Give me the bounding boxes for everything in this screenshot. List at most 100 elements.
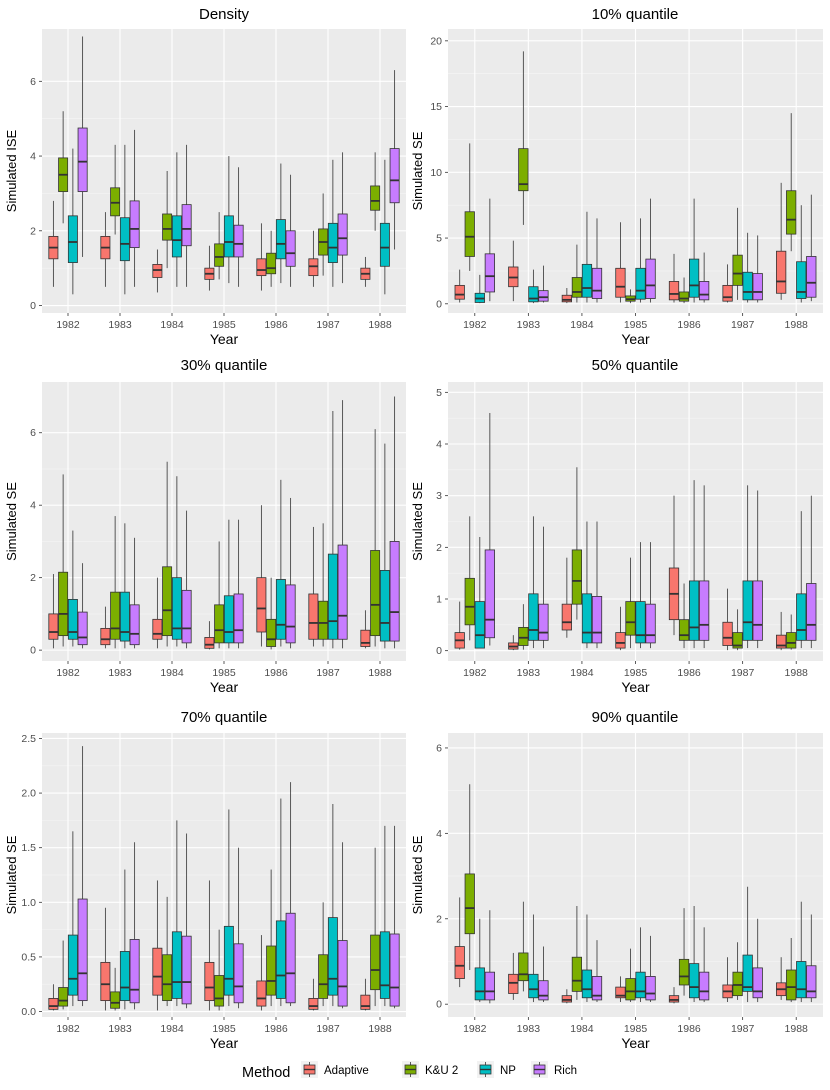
box-rich	[129, 200, 140, 249]
y-tick-label: 0	[436, 645, 442, 657]
box-k-u-2	[518, 627, 529, 646]
y-axis-label: Simulated SE	[4, 835, 19, 914]
box-k-u-2	[266, 252, 277, 275]
box-k-u-2	[214, 975, 225, 1007]
box-rich	[591, 267, 603, 299]
x-tick-label: 1986	[677, 319, 701, 331]
box-adaptive	[204, 961, 215, 1002]
box-np	[688, 580, 700, 641]
box-k-u-2	[214, 604, 225, 644]
box-rich	[806, 965, 817, 999]
box-rich	[484, 971, 495, 1001]
x-tick-label: 1988	[368, 319, 392, 331]
x-tick-label: 1988	[785, 1023, 809, 1035]
box-rich	[699, 281, 710, 301]
box-adaptive	[256, 258, 267, 277]
x-tick-label: 1987	[731, 1023, 755, 1035]
y-axis-label: Simulated SE	[410, 482, 425, 561]
x-tick-label: 1987	[316, 1023, 340, 1035]
box-rich	[538, 980, 549, 1001]
box-k-u-2	[786, 969, 797, 1001]
box-rich	[285, 584, 296, 644]
box-np	[688, 258, 700, 298]
box-np	[67, 215, 78, 263]
box-np	[67, 934, 78, 996]
box-np	[635, 971, 646, 999]
box-k-u-2	[370, 185, 381, 211]
box-rich	[645, 976, 656, 1001]
box-rich	[181, 935, 192, 1005]
box-rich	[645, 603, 656, 644]
y-axis-label: Simulated SE	[4, 482, 19, 561]
box-k-u-2	[518, 148, 529, 192]
box-adaptive	[454, 284, 465, 300]
box-k-u-2	[110, 991, 121, 1009]
box-rich	[484, 549, 495, 639]
y-tick-label: 10	[430, 167, 442, 179]
box-k-u-2	[162, 954, 173, 1002]
box-np	[379, 222, 390, 267]
x-tick-label: 1988	[368, 1023, 392, 1035]
x-tick-label: 1983	[517, 1023, 541, 1035]
box-k-u-2	[318, 600, 329, 640]
y-tick-label: 0	[30, 300, 36, 312]
box-np	[171, 931, 182, 999]
box-k-u-2	[162, 213, 173, 241]
box-rich	[285, 230, 296, 267]
box-np	[223, 215, 234, 258]
box-adaptive	[48, 998, 59, 1010]
box-adaptive	[508, 973, 519, 994]
box-k-u-2	[786, 190, 797, 235]
x-tick-label: 1982	[56, 667, 80, 679]
box-np	[275, 920, 286, 999]
box-k-u-2	[518, 952, 529, 982]
box-np	[223, 925, 234, 996]
x-tick-label: 1988	[785, 667, 809, 679]
box-k-u-2	[370, 934, 381, 991]
x-tick-label: 1987	[316, 667, 340, 679]
box-adaptive	[776, 250, 787, 294]
box-adaptive	[561, 995, 572, 1003]
box-rich	[181, 589, 192, 644]
box-np	[223, 595, 234, 644]
box-rich	[337, 544, 348, 640]
box-adaptive	[615, 986, 626, 999]
box-k-u-2	[464, 577, 475, 626]
box-adaptive	[100, 627, 111, 646]
x-tick-label: 1987	[731, 319, 755, 331]
box-rich	[233, 943, 244, 1004]
box-adaptive	[308, 998, 319, 1010]
box-k-u-2	[318, 954, 329, 999]
panel-title: 10% quantile	[592, 6, 679, 23]
box-np	[119, 591, 130, 642]
box-np	[171, 577, 182, 640]
x-axis-label: Year	[621, 331, 650, 347]
box-adaptive	[668, 995, 680, 1003]
x-axis-label: Year	[621, 1035, 650, 1051]
box-rich	[77, 127, 88, 192]
box-rich	[129, 939, 140, 1004]
x-tick-label: 1988	[368, 667, 392, 679]
x-tick-label: 1988	[785, 319, 809, 331]
box-adaptive	[308, 258, 319, 277]
box-rich	[389, 541, 400, 642]
y-tick-label: 0	[436, 999, 442, 1011]
x-tick-label: 1987	[316, 319, 340, 331]
x-tick-label: 1986	[264, 1023, 288, 1035]
box-np	[796, 961, 807, 999]
box-np	[275, 219, 286, 260]
box-adaptive	[308, 593, 319, 640]
box-np	[742, 271, 753, 301]
box-np	[119, 951, 130, 1002]
box-np	[528, 593, 539, 641]
box-k-u-2	[266, 618, 277, 647]
panel-title: 90% quantile	[592, 709, 679, 726]
box-k-u-2	[678, 619, 690, 641]
box-np	[327, 222, 338, 263]
panel-6: 0 2 4 6 1982 1983 1984 1985 1986 1987 1988 90% quan…	[410, 709, 823, 1051]
x-axis-label: Year	[210, 1035, 239, 1051]
y-tick-label: 0	[436, 298, 442, 310]
box-k-u-2	[58, 987, 69, 1007]
box-np	[119, 217, 130, 262]
